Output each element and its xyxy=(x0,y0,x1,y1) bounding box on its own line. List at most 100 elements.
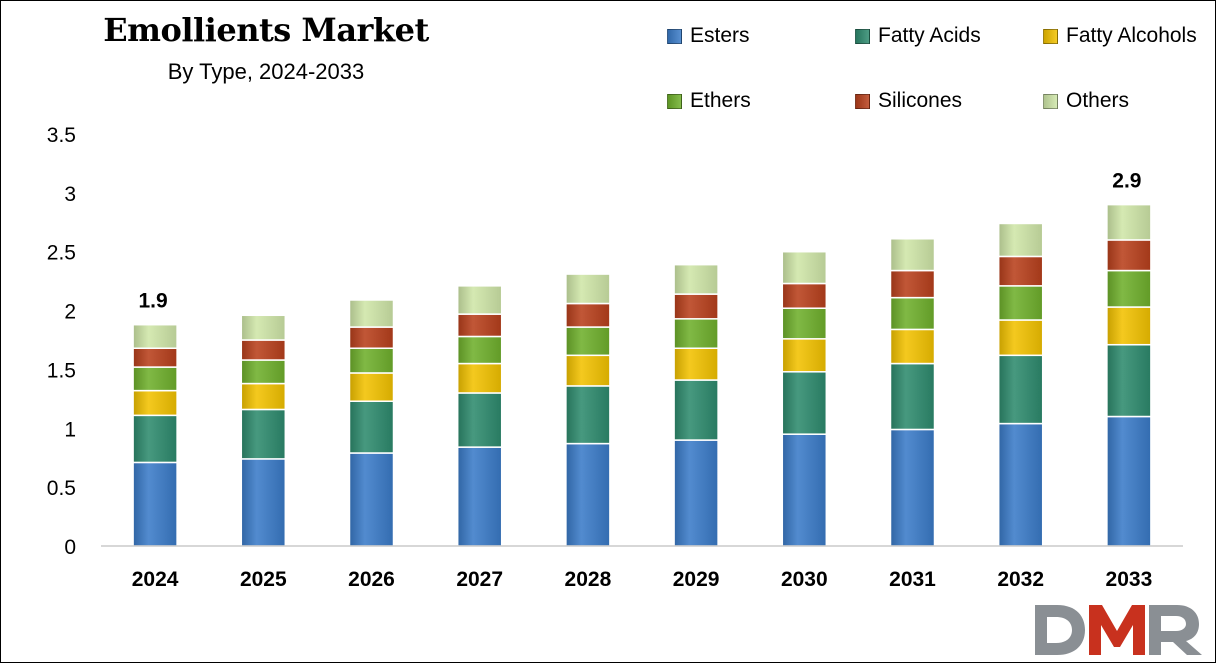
y-tick-label: 1.5 xyxy=(47,359,76,382)
legend-swatch xyxy=(1043,28,1058,44)
data-label: 2.9 xyxy=(1112,170,1141,193)
y-tick-label: 2 xyxy=(64,301,76,324)
y-tick-label: 0.5 xyxy=(47,477,76,500)
x-tick-label: 2030 xyxy=(781,568,828,591)
bar-segment-fatty-acids xyxy=(673,379,719,441)
bar-segment-fatty-alcohols xyxy=(565,354,611,387)
bar-segment-fatty-acids xyxy=(889,362,936,431)
bar-segment-others xyxy=(1106,203,1152,241)
bar-segment-fatty-alcohols xyxy=(240,382,287,411)
x-tick-label: 2027 xyxy=(456,568,503,591)
bar-segment-others xyxy=(997,222,1044,258)
bar-segment-silicones xyxy=(240,339,287,361)
legend-swatch xyxy=(1043,93,1058,109)
bar-stack-2028 xyxy=(565,273,611,547)
x-tick-label: 2029 xyxy=(673,568,720,591)
y-tick-label: 2.5 xyxy=(47,242,76,265)
bar-segment-fatty-acids xyxy=(132,414,178,464)
bar-segment-ethers xyxy=(673,318,719,349)
x-tick-label: 2026 xyxy=(348,568,395,591)
x-tick-label: 2031 xyxy=(889,568,936,591)
bar-segment-esters xyxy=(456,446,503,547)
x-tick-label: 2033 xyxy=(1106,568,1153,591)
bar-segment-esters xyxy=(781,433,828,547)
bar-segment-fatty-acids xyxy=(456,392,503,448)
bar-segment-fatty-acids xyxy=(997,354,1044,425)
bar-segment-esters xyxy=(132,461,178,547)
bar-segment-fatty-acids xyxy=(1106,343,1152,418)
legend-item-silicones: Silicones xyxy=(855,89,962,113)
legend-label: Silicones xyxy=(878,89,963,112)
legend-item-esters: Esters xyxy=(667,24,750,48)
y-tick-label: 3.5 xyxy=(47,124,76,147)
bar-segment-fatty-alcohols xyxy=(456,362,503,394)
y-tick-label: 3 xyxy=(64,183,76,206)
bar-segment-fatty-acids xyxy=(348,400,395,454)
bar-segment-esters xyxy=(565,442,611,547)
bar-stack-2030 xyxy=(781,250,828,547)
bar-segment-silicones xyxy=(348,326,395,349)
bar-segment-others xyxy=(781,250,828,285)
bar-segment-esters xyxy=(348,452,395,547)
bar-segment-esters xyxy=(673,439,719,547)
bar-segment-silicones xyxy=(997,255,1044,287)
legend-label: Fatty Acids xyxy=(878,24,981,47)
bar-segment-others xyxy=(673,263,719,295)
bar-segment-fatty-alcohols xyxy=(997,319,1044,357)
chart-title: Emollients Market xyxy=(103,11,429,49)
legend-item-ethers: Ethers xyxy=(667,89,751,113)
bar-stack-2032 xyxy=(997,222,1044,547)
legend-label: Others xyxy=(1066,89,1130,112)
bar-segment-ethers xyxy=(889,296,936,331)
data-label: 1.9 xyxy=(138,290,167,313)
bar-segment-esters xyxy=(889,428,936,547)
chart-subtitle: By Type, 2024-2033 xyxy=(167,59,365,84)
bar-segment-fatty-alcohols xyxy=(781,338,828,373)
bar-segment-ethers xyxy=(781,307,828,340)
legend-swatch xyxy=(667,28,682,44)
x-tick-label: 2024 xyxy=(132,568,179,591)
bar-segment-ethers xyxy=(1106,269,1152,308)
y-tick-label: 1 xyxy=(64,418,76,441)
bar-segment-ethers xyxy=(132,366,178,392)
bar-segment-ethers xyxy=(348,347,395,374)
bar-stack-2026 xyxy=(348,299,395,547)
legend-item-fatty-alcohols: Fatty Alcohols xyxy=(1043,24,1197,48)
bar-segment-others xyxy=(565,273,611,305)
bar-segment-esters xyxy=(1106,415,1152,547)
bar-stack-2025 xyxy=(240,314,287,547)
bar-segment-others xyxy=(456,285,503,315)
bar-segment-fatty-alcohols xyxy=(132,389,178,417)
x-tick-label: 2028 xyxy=(565,568,612,591)
bar-stack-2033 xyxy=(1106,203,1152,547)
bar-segment-fatty-alcohols xyxy=(673,347,719,381)
bar-segment-esters xyxy=(997,422,1044,547)
legend-swatch xyxy=(667,93,682,109)
y-tick-label: 0 xyxy=(64,536,76,559)
bar-segment-ethers xyxy=(997,285,1044,321)
x-tick-label: 2025 xyxy=(240,568,287,591)
bar-stack-2024 xyxy=(132,323,178,547)
bar-stack-2029 xyxy=(673,263,719,547)
bar-segment-silicones xyxy=(889,269,936,299)
legend-swatch xyxy=(855,28,870,44)
bar-segment-silicones xyxy=(456,313,503,338)
legend-swatch xyxy=(855,93,870,109)
dmr-logo xyxy=(1035,605,1202,655)
legend-item-fatty-acids: Fatty Acids xyxy=(855,24,981,48)
bar-segment-fatty-acids xyxy=(565,385,611,445)
data-annotations: 1.9 2.9 xyxy=(138,170,1141,313)
bar-segment-ethers xyxy=(456,335,503,365)
bar-stacks xyxy=(132,203,1152,547)
bar-stack-2031 xyxy=(889,238,936,547)
bar-segment-silicones xyxy=(565,302,611,328)
bar-segment-others xyxy=(132,323,178,349)
bar-segment-silicones xyxy=(781,282,828,309)
bar-segment-silicones xyxy=(1106,239,1152,272)
bar-segment-fatty-acids xyxy=(240,408,287,460)
legend-item-others: Others xyxy=(1043,89,1129,113)
bar-stack-2027 xyxy=(456,285,503,547)
bar-segment-others xyxy=(240,314,287,341)
x-axis: 2024 2025 2026 2027 2028 2029 2030 2031 2032 2033 xyxy=(101,545,1183,591)
